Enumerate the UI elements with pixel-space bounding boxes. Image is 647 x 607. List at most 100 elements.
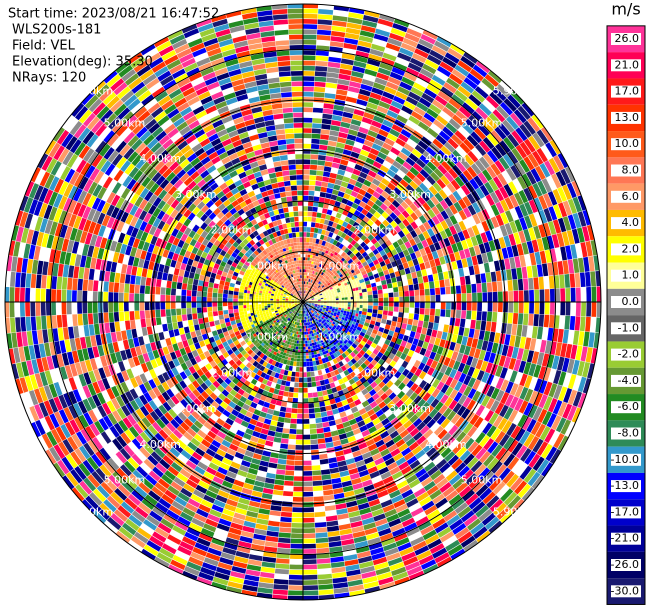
- cell: [523, 361, 532, 375]
- cell: [331, 335, 335, 339]
- cell: [317, 306, 320, 309]
- cell: [491, 387, 500, 400]
- cell: [217, 466, 228, 475]
- cell: [374, 422, 384, 430]
- cell: [311, 449, 319, 455]
- cell: [165, 287, 171, 295]
- cell: [349, 390, 357, 397]
- cell: [526, 350, 534, 363]
- cell: [383, 542, 397, 552]
- cell: [421, 401, 430, 412]
- cell: [237, 469, 248, 478]
- cell: [304, 319, 306, 323]
- cell: [265, 350, 271, 357]
- cell: [365, 330, 372, 336]
- cell: [276, 469, 286, 475]
- cell: [187, 313, 193, 321]
- cell: [507, 439, 519, 453]
- cell: [296, 429, 303, 435]
- cell: [317, 438, 326, 444]
- cell: [266, 380, 273, 387]
- cell: [338, 305, 342, 308]
- cell: [473, 329, 480, 339]
- cell: [495, 447, 507, 461]
- cell: [328, 420, 336, 427]
- cell: [228, 302, 233, 306]
- cell: [287, 357, 292, 361]
- cell: [270, 398, 277, 405]
- cell: [272, 594, 288, 600]
- cell: [322, 421, 330, 428]
- cell: [451, 458, 463, 470]
- cell: [467, 457, 479, 469]
- cell: [129, 284, 135, 294]
- cell: [312, 475, 322, 481]
- cell: [503, 407, 514, 420]
- cell: [226, 470, 237, 479]
- cell: [328, 344, 333, 349]
- cell: [392, 355, 400, 363]
- cell: [222, 422, 232, 430]
- cell: [474, 463, 487, 477]
- cell: [415, 516, 429, 527]
- cell: [319, 326, 323, 330]
- cell: [545, 446, 558, 462]
- cell: [93, 313, 99, 324]
- cell: [341, 334, 345, 338]
- cell: [211, 504, 224, 513]
- cell: [503, 302, 508, 313]
- cell: [336, 455, 346, 462]
- cell: [42, 329, 49, 343]
- cell: [287, 449, 296, 455]
- cell: [403, 420, 413, 429]
- cell: [395, 350, 403, 358]
- cell: [282, 299, 286, 302]
- cell: [145, 310, 151, 319]
- cell: [426, 328, 433, 336]
- cell: [317, 311, 321, 315]
- cell: [181, 295, 186, 302]
- cell: [461, 354, 469, 364]
- cell: [134, 310, 140, 320]
- cell: [203, 523, 217, 533]
- cell: [255, 297, 259, 300]
- cell: [318, 340, 322, 344]
- cell: [237, 388, 245, 396]
- cell: [330, 403, 338, 410]
- cell: [337, 338, 341, 342]
- cell: [317, 305, 321, 308]
- cell: [193, 279, 199, 286]
- cell: [326, 410, 334, 416]
- cell: [303, 335, 305, 338]
- cell: [476, 530, 491, 543]
- cell: [400, 340, 407, 348]
- cell: [325, 515, 338, 522]
- cell: [412, 418, 423, 428]
- cell: [378, 527, 392, 537]
- cell: [327, 322, 331, 326]
- cell: [300, 352, 303, 356]
- cell: [401, 517, 415, 528]
- cell: [348, 510, 361, 518]
- cell: [378, 358, 385, 366]
- cell: [280, 406, 287, 412]
- cell: [56, 289, 62, 302]
- cell: [276, 378, 283, 385]
- cell: [191, 290, 197, 297]
- cell: [292, 512, 303, 518]
- cell: [243, 482, 254, 490]
- cell: [196, 302, 202, 308]
- cell: [308, 325, 310, 329]
- cell: [180, 333, 187, 342]
- cell: [465, 473, 478, 485]
- cell: [467, 518, 482, 531]
- cell: [521, 416, 532, 431]
- cell: [368, 302, 373, 306]
- cell: [503, 436, 515, 450]
- cell: [300, 358, 303, 362]
- cell: [231, 409, 240, 417]
- cell: [309, 366, 314, 372]
- cell: [298, 387, 303, 393]
- cell: [245, 411, 254, 418]
- cell: [543, 314, 550, 328]
